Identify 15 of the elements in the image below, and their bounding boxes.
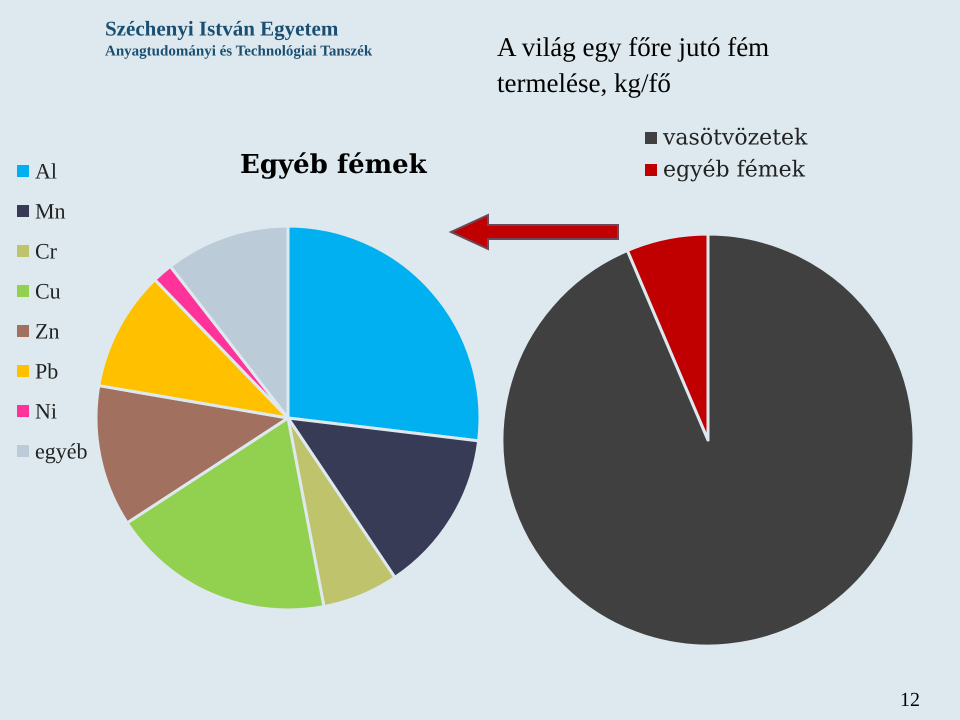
legend-label: Pb bbox=[35, 358, 58, 384]
legend-label: Zn bbox=[35, 318, 60, 344]
chart-title: A világ egy főre jutó fém termelése, kg/fő bbox=[497, 32, 776, 98]
chart-title: Egyéb fémek bbox=[240, 150, 428, 180]
text: Anyagtudományi és Technológiai Tanszék bbox=[105, 44, 373, 60]
text: Széchenyi István Egyetem bbox=[105, 16, 339, 40]
legend-label: Mn bbox=[35, 198, 66, 224]
legend-label: egyéb fémek bbox=[663, 158, 806, 182]
legend-label: egyéb bbox=[35, 438, 88, 464]
legend-label: vasötvözetek bbox=[662, 126, 808, 150]
legend-label: Al bbox=[35, 158, 57, 184]
legend-label: Cu bbox=[35, 278, 61, 304]
legend-label: Ni bbox=[35, 398, 57, 424]
legend-label: Cr bbox=[35, 238, 58, 264]
text: 12 bbox=[900, 689, 920, 711]
